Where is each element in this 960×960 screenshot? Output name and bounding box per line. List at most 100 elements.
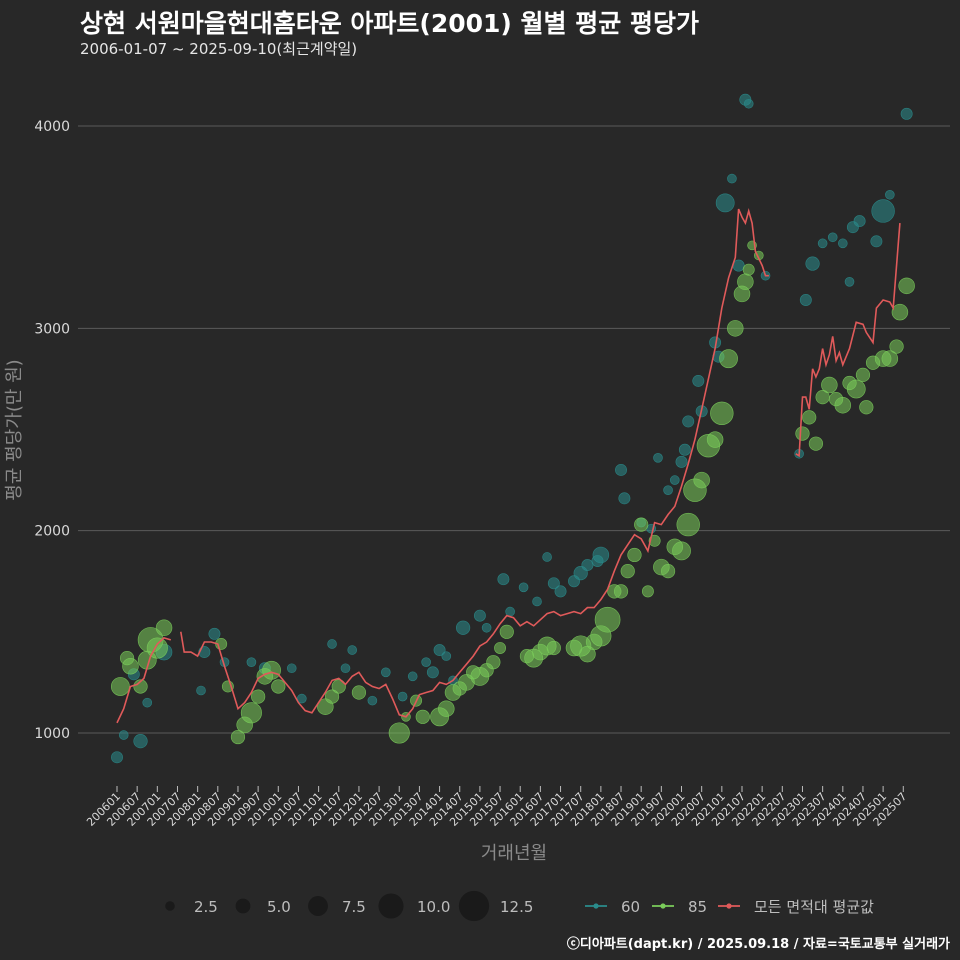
point-85 — [240, 702, 262, 724]
point-60 — [381, 667, 391, 678]
point-85 — [891, 303, 909, 321]
point-85 — [889, 339, 904, 354]
legend-label: 85 — [688, 898, 707, 916]
size-legend-circle — [458, 890, 490, 922]
point-60 — [692, 374, 705, 387]
point-60 — [669, 475, 680, 485]
point-60 — [208, 627, 221, 640]
point-60 — [367, 695, 378, 706]
point-85 — [648, 534, 661, 547]
point-60 — [618, 492, 631, 505]
point-85 — [693, 471, 710, 489]
point-85 — [706, 431, 724, 448]
point-85 — [388, 722, 410, 744]
average-line — [116, 637, 172, 724]
point-85 — [719, 349, 738, 369]
point-85 — [834, 396, 852, 414]
point-85 — [660, 564, 676, 579]
point-85 — [859, 400, 874, 415]
point-60 — [455, 620, 471, 635]
point-60 — [727, 173, 737, 184]
point-85 — [855, 367, 871, 382]
data-points — [110, 93, 915, 764]
point-60 — [615, 464, 627, 476]
size-legend-circle — [308, 896, 328, 916]
point-60 — [653, 453, 663, 463]
point-60 — [433, 644, 446, 656]
point-60 — [581, 559, 594, 572]
point-60 — [118, 730, 129, 740]
point-60 — [111, 751, 123, 764]
point-85 — [438, 700, 455, 717]
point-85 — [133, 679, 148, 694]
point-60 — [327, 639, 337, 649]
point-60 — [871, 199, 895, 223]
point-85 — [795, 426, 810, 441]
legend-label: 60 — [621, 898, 640, 916]
point-85 — [672, 541, 691, 561]
point-85 — [546, 640, 561, 656]
size-legend-label: 7.5 — [342, 898, 366, 916]
average-line — [795, 223, 901, 458]
size-legend-circle — [165, 901, 175, 911]
point-60 — [554, 585, 567, 598]
point-85 — [821, 376, 838, 394]
point-85 — [881, 350, 899, 367]
x-tick-labels: 2006012006072007012007072008012008072009… — [84, 786, 909, 829]
point-85 — [634, 517, 649, 532]
legend: 2.5 5.0 7.5 10.0 12.5 60 85 모든 면적대 평균값 — [165, 890, 874, 922]
point-60 — [547, 577, 560, 590]
legend-key-dot — [726, 903, 732, 909]
point-85 — [594, 606, 621, 633]
point-85 — [146, 637, 168, 659]
point-60 — [678, 443, 691, 456]
legend-key-dot — [593, 903, 599, 909]
point-60 — [397, 691, 408, 702]
point-60 — [246, 657, 257, 667]
point-60 — [340, 663, 351, 674]
point-85 — [808, 436, 824, 451]
point-60 — [473, 609, 486, 622]
average-line-group — [116, 208, 901, 724]
size-legend-label: 2.5 — [194, 898, 218, 916]
point-60 — [592, 546, 610, 564]
point-60 — [286, 663, 297, 674]
point-85 — [230, 729, 246, 745]
point-60 — [799, 294, 812, 306]
y-tick-label: 3000 — [34, 321, 70, 337]
point-60 — [142, 697, 153, 708]
point-85 — [331, 679, 346, 694]
gridlines — [78, 125, 950, 734]
size-legend-circle — [235, 898, 251, 914]
point-85 — [802, 410, 817, 425]
point-60 — [441, 651, 452, 661]
y-tick-label: 2000 — [34, 524, 70, 540]
point-60 — [481, 622, 492, 633]
point-85 — [155, 619, 173, 637]
point-60 — [870, 235, 883, 248]
point-85 — [486, 655, 501, 670]
point-60 — [885, 189, 895, 200]
legend-label: 모든 면적대 평균값 — [754, 898, 874, 916]
point-60 — [505, 606, 515, 617]
point-60 — [715, 193, 735, 213]
point-60 — [297, 693, 307, 704]
point-60 — [844, 276, 855, 287]
point-85 — [898, 277, 915, 295]
size-legend-label: 12.5 — [500, 898, 533, 916]
point-60 — [663, 485, 673, 496]
average-line — [180, 208, 769, 718]
point-85 — [742, 263, 755, 276]
point-85 — [271, 679, 286, 694]
point-60 — [743, 98, 754, 109]
point-85 — [737, 273, 754, 291]
point-85 — [676, 512, 700, 537]
point-60 — [518, 582, 529, 593]
point-85 — [251, 689, 266, 704]
point-60 — [133, 733, 148, 749]
point-60 — [426, 666, 439, 679]
point-60 — [196, 685, 206, 696]
point-60 — [853, 215, 866, 228]
point-85 — [499, 624, 514, 639]
